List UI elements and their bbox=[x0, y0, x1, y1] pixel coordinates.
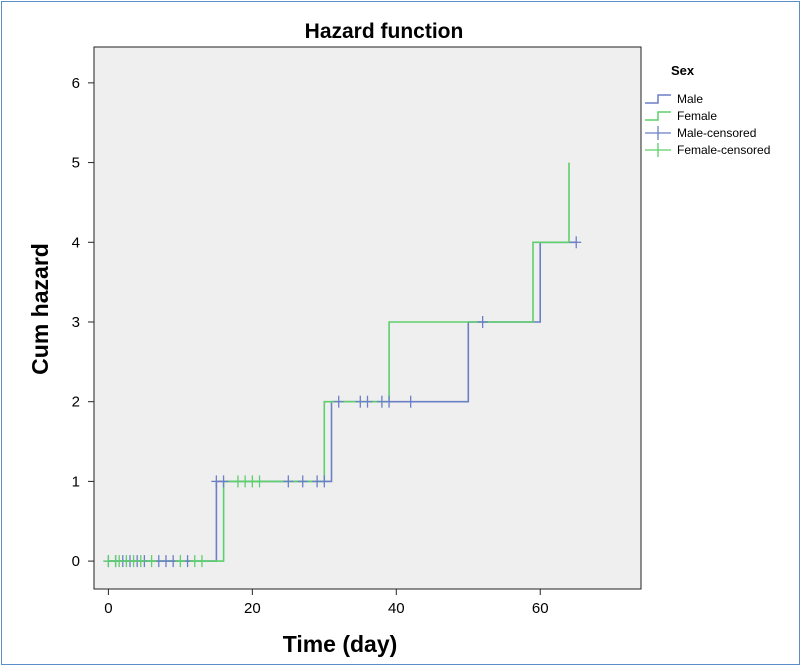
y-tick-label: 2 bbox=[72, 394, 80, 411]
female-censored-marker bbox=[175, 555, 186, 568]
legend-label: Female-censored bbox=[677, 143, 770, 157]
male-censored-marker bbox=[405, 395, 416, 408]
legend-item: Male-censored bbox=[645, 126, 756, 140]
female-censored-marker bbox=[196, 555, 207, 568]
y-tick-label: 1 bbox=[72, 473, 80, 490]
y-tick-label: 5 bbox=[72, 155, 80, 172]
x-tick-label: 40 bbox=[388, 600, 405, 617]
plot-area bbox=[93, 46, 642, 590]
female-censored-marker bbox=[135, 555, 146, 568]
legend-label: Female bbox=[677, 109, 717, 123]
male-censored-marker bbox=[297, 475, 308, 488]
legend-item: Female-censored bbox=[645, 143, 770, 157]
female-censored-marker bbox=[254, 475, 265, 488]
y-tick-label: 4 bbox=[72, 234, 80, 251]
y-axis-title: Cum hazard bbox=[27, 243, 53, 375]
male-censored-marker bbox=[477, 315, 488, 328]
x-tick-label: 60 bbox=[532, 600, 549, 617]
x-axis-title: Time (day) bbox=[283, 631, 398, 657]
series-male-line bbox=[108, 241, 577, 562]
axes: 0 20 40 60 0 1 2 3 4 5 6 bbox=[72, 75, 549, 617]
legend: Male Female Male-censored Female-censored bbox=[645, 92, 770, 157]
legend-step-swatch bbox=[645, 94, 671, 104]
x-tick-label: 0 bbox=[104, 600, 112, 617]
male-censored-marker bbox=[333, 395, 344, 408]
legend-title: Sex bbox=[671, 63, 695, 78]
censor-marks bbox=[103, 236, 582, 568]
chart-title: Hazard function bbox=[305, 20, 464, 43]
male-censored-marker bbox=[218, 475, 229, 488]
legend-item: Male bbox=[645, 92, 703, 106]
legend-item: Female bbox=[645, 109, 717, 123]
male-censored-marker bbox=[283, 475, 294, 488]
legend-label: Male bbox=[677, 92, 703, 106]
y-tick-label: 3 bbox=[72, 314, 80, 331]
y-tick-label: 0 bbox=[72, 553, 80, 570]
legend-step-swatch bbox=[645, 111, 671, 121]
legend-label: Male-censored bbox=[677, 126, 756, 140]
y-tick-label: 6 bbox=[72, 75, 80, 92]
male-censored-marker bbox=[571, 236, 582, 249]
male-censored-marker bbox=[384, 395, 395, 408]
male-censored-marker bbox=[362, 395, 373, 408]
female-censored-marker bbox=[146, 555, 157, 568]
male-censored-marker bbox=[319, 475, 330, 488]
x-tick-label: 20 bbox=[244, 600, 261, 617]
